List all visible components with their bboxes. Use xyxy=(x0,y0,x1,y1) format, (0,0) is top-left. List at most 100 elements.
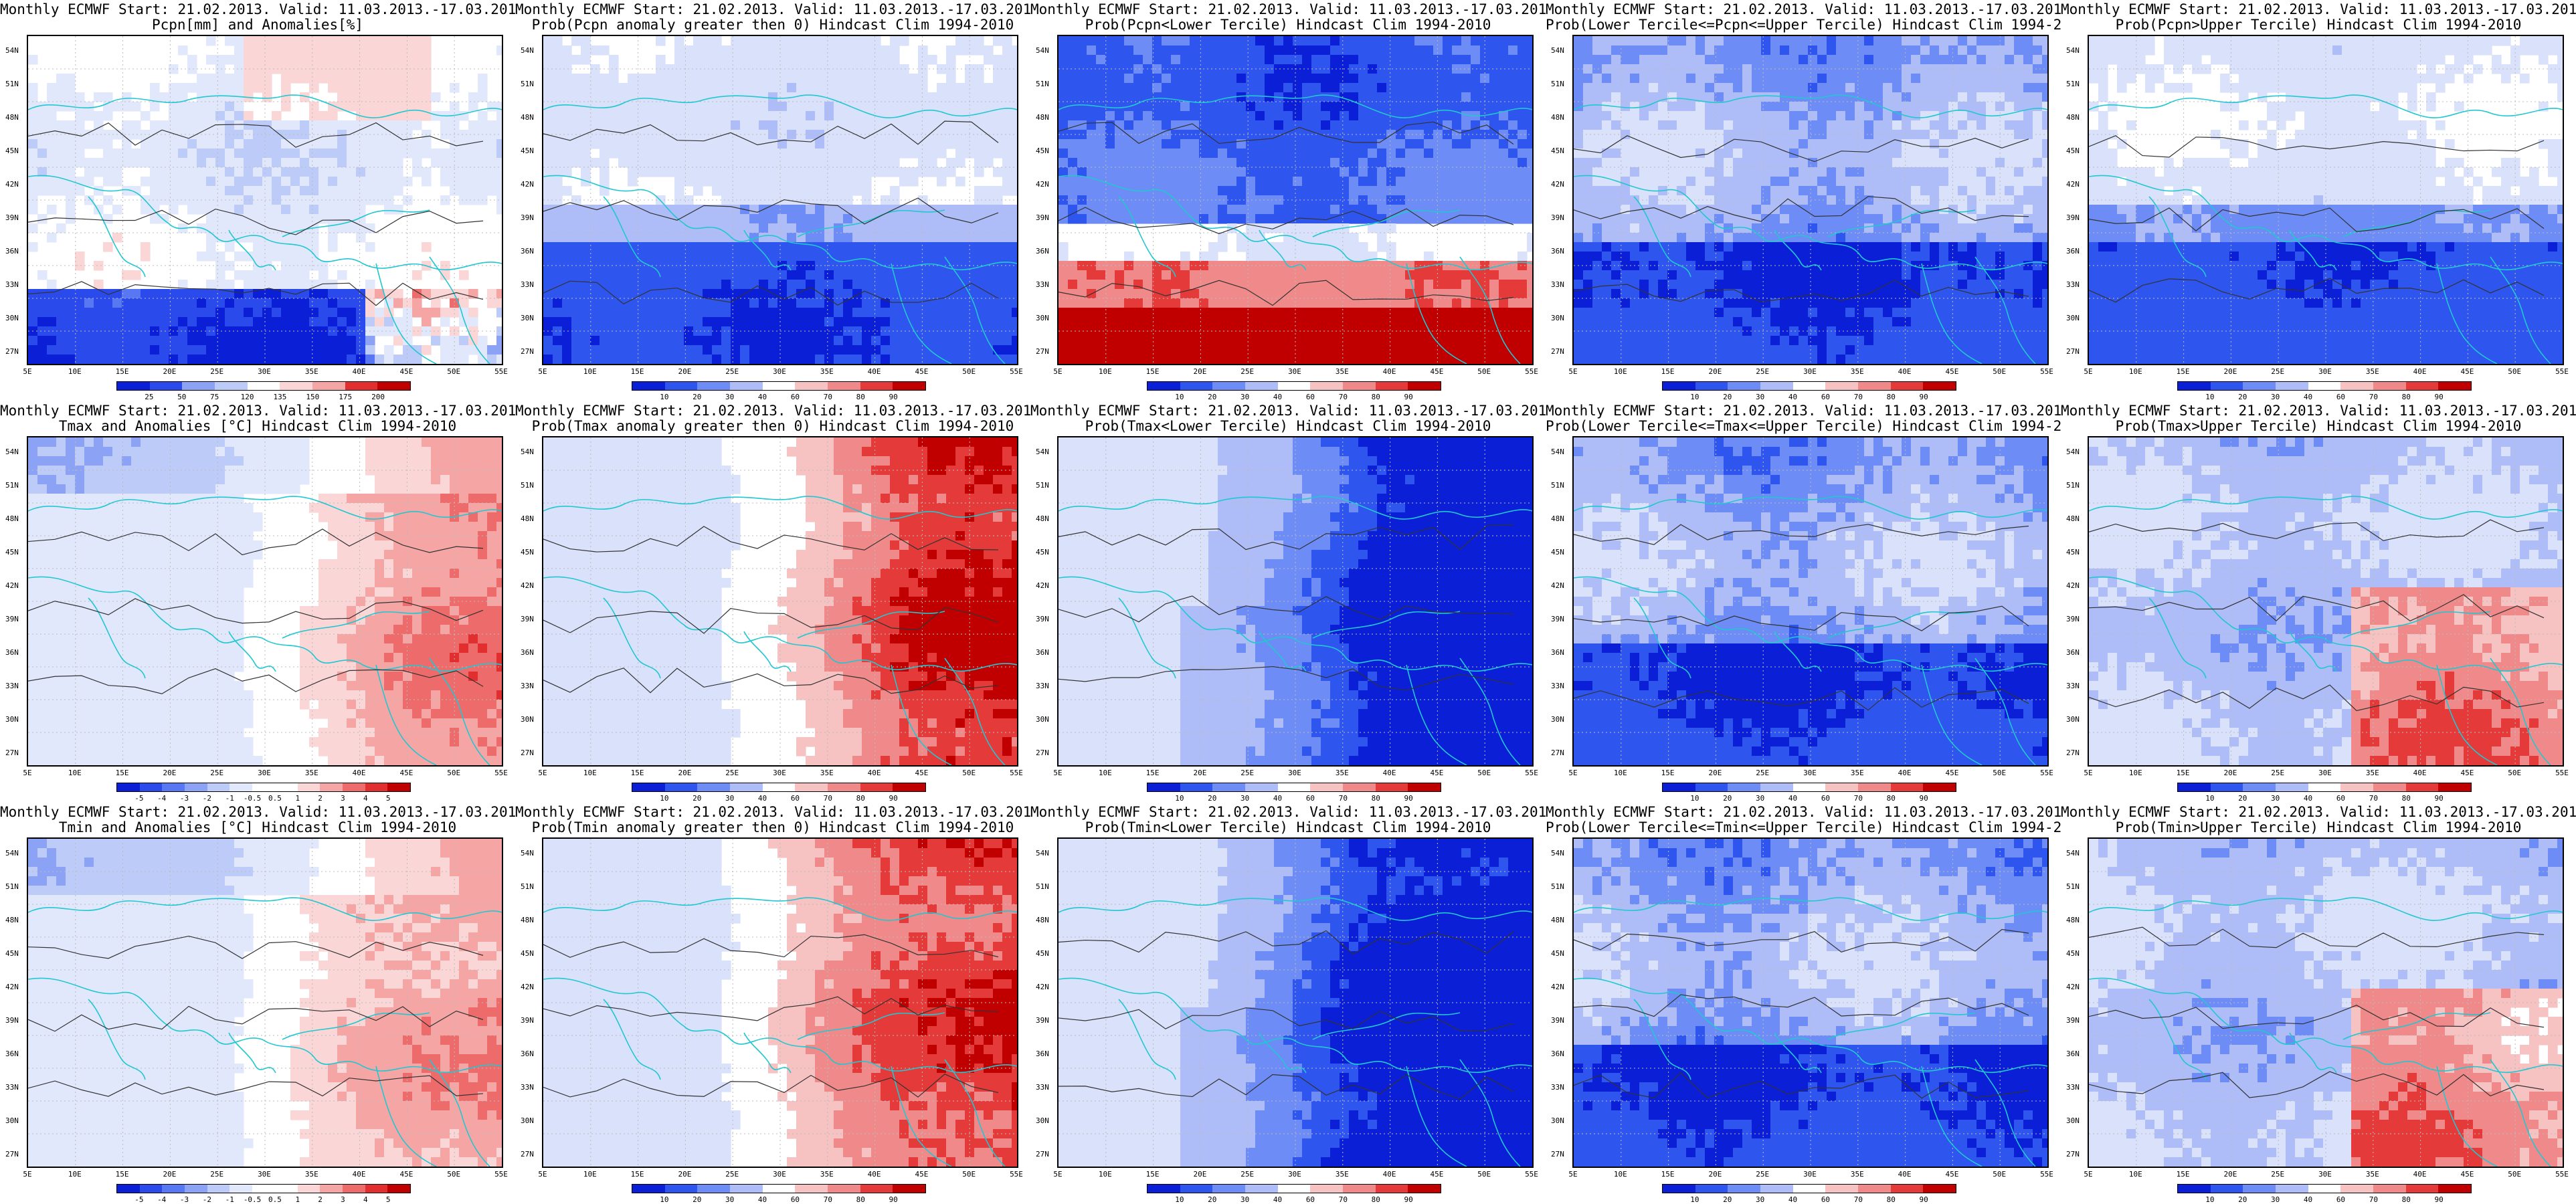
field-cell xyxy=(272,289,282,299)
field-cell xyxy=(300,64,310,74)
field-cell xyxy=(103,177,113,187)
field-cell xyxy=(684,45,694,56)
field-cell xyxy=(927,345,937,355)
field-cell xyxy=(824,355,834,364)
field-cell xyxy=(703,355,713,364)
field-cell xyxy=(581,289,591,299)
field-cell xyxy=(1059,158,1069,168)
field-cell xyxy=(1583,55,1593,65)
colorbar-label: 175 xyxy=(339,393,352,401)
field-cell xyxy=(693,355,703,364)
field-cell xyxy=(1649,74,1659,84)
field-cell xyxy=(1836,64,1846,74)
field-cell xyxy=(1274,55,1284,65)
field-cell xyxy=(1508,214,1518,224)
field-cell xyxy=(412,64,422,74)
field-cell xyxy=(1190,167,1200,177)
field-cell xyxy=(1077,36,1087,46)
field-cell xyxy=(777,102,788,112)
field-cell xyxy=(553,252,563,262)
field-cell xyxy=(824,45,834,56)
field-cell xyxy=(122,139,132,149)
field-cell xyxy=(1283,308,1293,318)
field-cell xyxy=(272,195,282,205)
field-cell xyxy=(1255,270,1265,280)
field-cell xyxy=(1059,148,1069,159)
field-cell xyxy=(178,158,188,168)
field-cell xyxy=(1105,186,1115,196)
field-cell xyxy=(347,186,357,196)
field-cell xyxy=(1152,186,1162,196)
field-cell xyxy=(1236,205,1247,215)
colorbar-label: 20 xyxy=(1208,393,1216,401)
field-cell xyxy=(1443,167,1453,177)
field-cell xyxy=(965,45,975,56)
field-cell xyxy=(1246,261,1256,271)
field-cell xyxy=(1180,102,1190,112)
field-cell xyxy=(66,83,76,93)
field-cell xyxy=(881,45,891,56)
field-cell xyxy=(290,158,300,168)
field-cell xyxy=(337,289,347,299)
field-cell xyxy=(1068,74,1078,84)
field-cell xyxy=(459,336,469,346)
field-cell xyxy=(731,148,741,159)
field-cell xyxy=(571,102,581,112)
field-cell xyxy=(899,214,909,224)
field-cell xyxy=(1808,64,1818,74)
field-cell xyxy=(1162,64,1172,74)
field-cell xyxy=(459,186,469,196)
field-cell xyxy=(1077,167,1087,177)
field-cell xyxy=(2005,64,2015,74)
field-cell xyxy=(740,139,750,149)
field-cell xyxy=(253,167,263,177)
longitude-label: 5E xyxy=(538,368,547,376)
field-cell xyxy=(1471,64,1481,74)
field-cell xyxy=(665,120,675,130)
field-cell xyxy=(1461,64,1471,74)
field-cell xyxy=(178,92,188,102)
field-cell xyxy=(1368,308,1378,318)
field-cell xyxy=(1368,45,1378,56)
field-cell xyxy=(1349,130,1359,140)
field-cell xyxy=(2023,55,2033,65)
field-cell xyxy=(1480,270,1490,280)
field-cell xyxy=(234,148,244,159)
field-cell xyxy=(197,289,207,299)
field-cell xyxy=(234,139,244,149)
field-cell xyxy=(347,195,357,205)
field-cell xyxy=(1059,120,1069,130)
field-cell xyxy=(1002,177,1012,187)
field-cell xyxy=(318,326,329,336)
field-cell xyxy=(777,298,788,308)
field-cell xyxy=(328,214,338,224)
field-cell xyxy=(1199,83,1209,93)
field-cell xyxy=(403,177,413,187)
field-cell xyxy=(674,298,684,308)
field-cell xyxy=(1012,355,1017,364)
field-cell xyxy=(178,177,188,187)
field-cell xyxy=(1180,308,1190,318)
field-cell xyxy=(1012,205,1017,215)
field-cell xyxy=(965,223,975,233)
field-cell xyxy=(1480,186,1490,196)
field-cell xyxy=(234,317,244,327)
field-cell xyxy=(937,102,947,112)
field-cell xyxy=(412,289,422,299)
contour-line xyxy=(28,122,484,148)
field-cell xyxy=(740,355,750,364)
field-cell xyxy=(843,167,853,177)
field-cell xyxy=(1349,280,1359,290)
field-cell xyxy=(347,355,357,364)
field-cell xyxy=(852,233,862,243)
field-cell xyxy=(1124,186,1134,196)
field-cell xyxy=(1059,92,1069,102)
field-cell xyxy=(862,55,872,65)
field-cell xyxy=(1293,308,1303,318)
field-cell xyxy=(122,102,132,112)
field-cell xyxy=(637,158,647,168)
field-cell xyxy=(1115,167,1125,177)
field-cell xyxy=(496,289,502,299)
field-cell xyxy=(628,270,638,280)
field-cell xyxy=(403,102,413,112)
